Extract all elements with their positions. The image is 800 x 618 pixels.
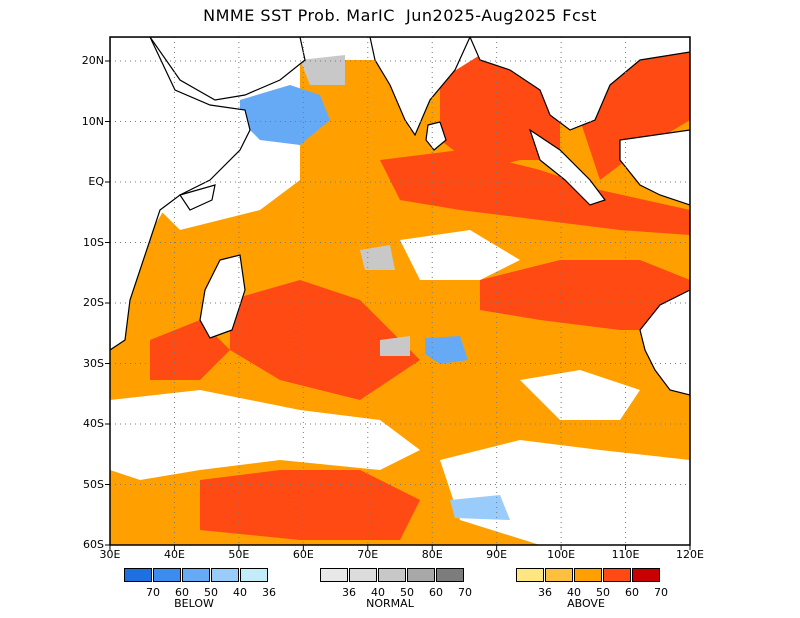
lat-label: 20N bbox=[81, 54, 104, 67]
near-normal-central bbox=[380, 336, 410, 356]
lat-label: 10N bbox=[81, 114, 104, 128]
somalia-horn bbox=[179, 184, 216, 211]
legend-above-tick: 60 bbox=[625, 586, 639, 599]
lon-label: 80E bbox=[421, 548, 443, 561]
land-masses bbox=[110, 37, 690, 396]
chart-title: NMME SST Prob. MarIC Jun2025-Aug2025 Fcs… bbox=[203, 6, 597, 25]
legend-normal-tick: 40 bbox=[371, 586, 385, 599]
legend-above-swatch bbox=[574, 568, 602, 582]
lon-label: 70E bbox=[357, 548, 379, 561]
sri-lanka bbox=[425, 121, 447, 151]
near-normal-arabian bbox=[300, 55, 345, 85]
legend-above-tick: 36 bbox=[538, 586, 552, 599]
lat-label: EQ bbox=[88, 175, 104, 188]
legend-above-tick: 50 bbox=[596, 586, 610, 599]
legend-normal-swatch bbox=[320, 568, 348, 582]
legend-below-swatch bbox=[153, 568, 181, 582]
legend-above-swatch bbox=[603, 568, 631, 582]
legend-below-caption: BELOW bbox=[174, 597, 214, 610]
legend-normal-swatch bbox=[436, 568, 464, 582]
legend-below-swatch bbox=[211, 568, 239, 582]
sumatra-land bbox=[528, 128, 606, 206]
southeast-asia-land bbox=[469, 37, 690, 131]
graticule bbox=[110, 37, 690, 545]
legend-normal-swatch bbox=[378, 568, 406, 582]
borneo-java-land bbox=[619, 129, 690, 206]
below-normal-southern bbox=[450, 495, 510, 520]
legend-below-tick: 40 bbox=[233, 586, 247, 599]
map-frame bbox=[109, 36, 691, 546]
lon-label: 110E bbox=[611, 548, 640, 561]
legend-normal-swatch bbox=[349, 568, 377, 582]
legend-normal-tick: 50 bbox=[400, 586, 414, 599]
legend-normal-tick: 60 bbox=[429, 586, 443, 599]
legend-below-tick: 60 bbox=[175, 586, 189, 599]
legend-below-swatch bbox=[124, 568, 152, 582]
lon-label: 90E bbox=[486, 548, 508, 561]
arabian-peninsula bbox=[149, 37, 306, 101]
madagascar bbox=[199, 254, 246, 339]
legend-normal-swatch bbox=[407, 568, 435, 582]
lon-label: 120E bbox=[676, 548, 704, 561]
lon-label: 50E bbox=[228, 548, 250, 561]
lat-label: 10S bbox=[83, 235, 104, 249]
axis-ticks bbox=[105, 60, 691, 550]
legend-above-tick: 70 bbox=[654, 586, 668, 599]
below-normal-arabian-sea bbox=[240, 85, 330, 145]
strong-above-far-south bbox=[200, 470, 420, 540]
lat-label: 50S bbox=[83, 477, 104, 491]
no-signal-south-west bbox=[110, 390, 420, 480]
legend-normal-tick: 70 bbox=[458, 586, 472, 599]
legend-below-swatch bbox=[240, 568, 268, 582]
lat-label: 60S bbox=[83, 538, 104, 551]
legend-normal-tick: 36 bbox=[342, 586, 356, 599]
lat-label: 30S bbox=[83, 356, 104, 370]
lon-label: 30E bbox=[99, 548, 121, 561]
strong-above-equatorial bbox=[380, 150, 690, 235]
africa-arabia-land bbox=[110, 37, 251, 351]
legend-below-tick: 50 bbox=[204, 586, 218, 599]
lon-label: 40E bbox=[163, 548, 185, 561]
legend-above-swatch bbox=[632, 568, 660, 582]
legend-above-caption: ABOVE bbox=[567, 597, 605, 610]
lat-label: 20S bbox=[83, 296, 104, 309]
legend-above-tick: 40 bbox=[567, 586, 581, 599]
no-signal-east bbox=[520, 370, 640, 420]
strong-above-mid-south bbox=[230, 280, 420, 400]
legend-below-swatch bbox=[182, 568, 210, 582]
lon-label: 100E bbox=[547, 548, 576, 561]
legend-above-swatch bbox=[516, 568, 544, 582]
lon-label: 60E bbox=[292, 548, 314, 561]
lat-label: 40S bbox=[83, 417, 104, 430]
near-normal-south bbox=[360, 245, 395, 270]
legend-below-tick: 70 bbox=[146, 586, 160, 599]
legend-above-swatch bbox=[545, 568, 573, 582]
legend-below-tick: 36 bbox=[262, 586, 276, 599]
below-normal-south-central bbox=[425, 336, 468, 364]
strong-above-south-indian bbox=[480, 260, 690, 330]
legend-normal-caption: NORMAL bbox=[366, 597, 414, 610]
